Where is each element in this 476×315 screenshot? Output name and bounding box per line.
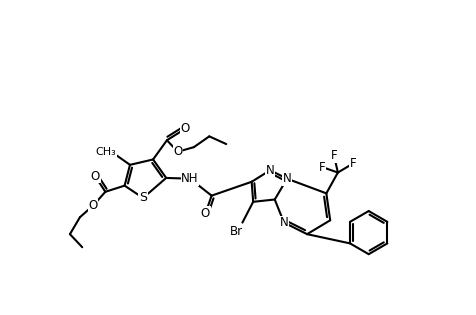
Text: O: O <box>181 122 190 135</box>
Text: Br: Br <box>230 225 243 238</box>
Text: F: F <box>331 149 337 162</box>
Text: N: N <box>279 216 288 229</box>
Text: O: O <box>89 199 98 212</box>
Text: CH₃: CH₃ <box>96 147 117 157</box>
Text: N: N <box>283 172 291 185</box>
Text: O: O <box>173 145 182 158</box>
Text: F: F <box>350 157 357 170</box>
Text: O: O <box>91 170 100 183</box>
Text: O: O <box>201 207 210 220</box>
Text: S: S <box>139 192 147 204</box>
Text: F: F <box>319 161 326 174</box>
Text: NH: NH <box>181 172 199 185</box>
Text: N: N <box>266 164 275 177</box>
